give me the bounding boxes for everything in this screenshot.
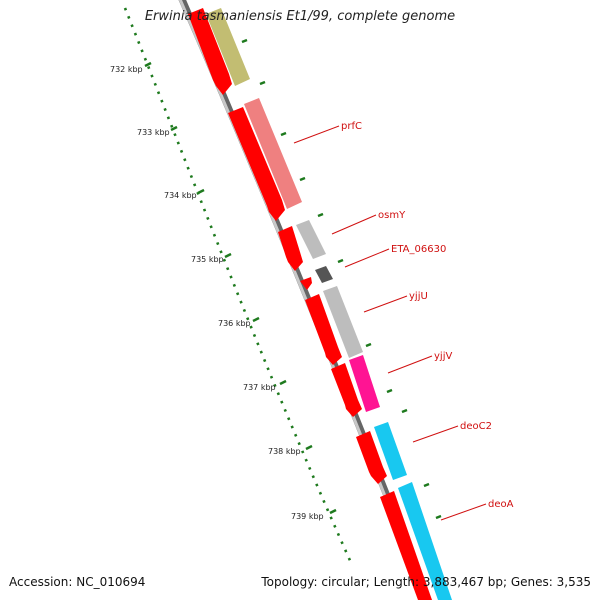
- leader-line-osmY: [331, 214, 377, 235]
- gene-labels: prfC osmY ETA_06630 yjjU yjjV deoC2 deoA: [341, 121, 514, 510]
- feature-pink-prfC: [244, 98, 302, 209]
- tick-mark: [197, 188, 205, 195]
- inner-tick: [241, 38, 248, 44]
- cds-arrow: [188, 8, 232, 95]
- outer-feature-track: [206, 8, 452, 600]
- inner-tick: [299, 176, 306, 182]
- cds-arrow-ETA_06630: [300, 277, 312, 290]
- tick-mark: [144, 61, 152, 68]
- tick-label-739: 739 kbp: [291, 512, 324, 521]
- inner-tick: [280, 131, 287, 137]
- feature-gray-yjjU: [323, 286, 363, 358]
- inner-track-ticks: [241, 38, 442, 520]
- gene-label-deoC2: deoC2: [460, 421, 492, 432]
- tick-labels: 732 kbp 733 kbp 734 kbp 735 kbp 736 kbp …: [110, 65, 324, 521]
- inner-tick: [365, 342, 372, 348]
- feature-magenta-yjjV: [349, 355, 380, 412]
- inner-tick: [423, 482, 430, 488]
- accession-text: Accession: NC_010694: [9, 575, 146, 589]
- inner-tick: [317, 212, 324, 218]
- leader-line-deoA: [440, 503, 487, 521]
- inner-tick: [435, 514, 442, 520]
- feature-cyan-deoC2: [374, 422, 407, 480]
- major-ticks: [144, 61, 337, 515]
- tick-label-736: 736 kbp: [218, 319, 251, 328]
- tick-label-738: 738 kbp: [268, 447, 301, 456]
- gene-label-prfC: prfC: [341, 121, 362, 132]
- scale-ring: [123, 7, 354, 566]
- inner-tick: [259, 80, 266, 86]
- leader-line-yjjU: [363, 295, 408, 313]
- tick-label-732: 732 kbp: [110, 65, 143, 74]
- tick-label-734: 734 kbp: [164, 191, 197, 200]
- tick-mark: [279, 379, 287, 386]
- cds-arrow-osmY: [278, 226, 303, 271]
- tick-label-737: 737 kbp: [243, 383, 276, 392]
- tick-mark: [224, 252, 232, 259]
- gene-label-yjjV: yjjV: [434, 351, 452, 362]
- gene-label-ETA_06630: ETA_06630: [391, 244, 446, 255]
- cds-arrow-deoC2: [356, 431, 387, 484]
- genome-summary: Topology: circular; Length: 3,883,467 bp…: [261, 575, 591, 589]
- feature-olive: [206, 8, 250, 86]
- cds-arrow-yjjV: [331, 363, 362, 417]
- leader-line-deoC2: [412, 425, 459, 443]
- gene-label-osmY: osmY: [378, 210, 406, 221]
- tick-label-735: 735 kbp: [191, 255, 224, 264]
- feature-darkgray-ETA_06630: [315, 266, 333, 283]
- inner-tick: [386, 388, 393, 394]
- tick-mark: [305, 444, 313, 451]
- leader-line-yjjV: [387, 355, 433, 374]
- inner-tick: [401, 408, 408, 414]
- gene-label-deoA: deoA: [488, 499, 514, 510]
- map-title: Erwinia tasmaniensis Et1/99, complete ge…: [144, 9, 456, 24]
- tick-mark: [329, 508, 337, 515]
- cds-arrow-deoA: [380, 491, 432, 600]
- gene-label-yjjU: yjjU: [409, 291, 428, 302]
- feature-gray-osmY: [296, 220, 326, 259]
- leader-line-ETA_06630: [344, 248, 390, 268]
- cds-arrow-prfC: [228, 107, 285, 221]
- tick-mark: [252, 316, 260, 323]
- inner-tick: [337, 258, 344, 264]
- leader-line-prfC: [293, 125, 340, 144]
- tick-mark: [170, 125, 178, 132]
- cds-arrow-yjjU: [305, 294, 342, 365]
- tick-label-733: 733 kbp: [137, 128, 170, 137]
- leader-lines: [293, 125, 487, 521]
- feature-cyan-deoA: [398, 482, 452, 600]
- cds-track: [188, 8, 432, 600]
